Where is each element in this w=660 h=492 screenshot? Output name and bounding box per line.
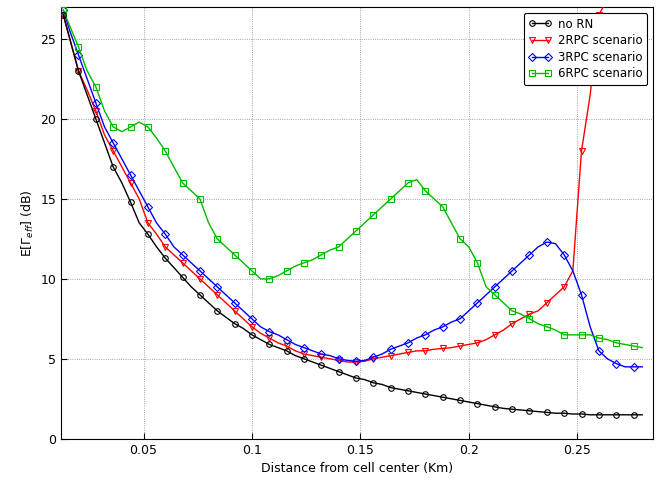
2RPC scenario: [586, 92, 594, 98]
Line: 2RPC scenario: 2RPC scenario: [60, 0, 645, 366]
6RPC scenario: [395, 188, 403, 194]
Legend: no RN, 2RPC scenario, 3RPC scenario, 6RPC scenario: no RN, 2RPC scenario, 3RPC scenario, 6RP…: [523, 13, 647, 85]
6RPC scenario: [621, 341, 629, 347]
Line: no RN: no RN: [61, 12, 645, 418]
3RPC scenario: [187, 260, 195, 266]
no RN: [578, 411, 585, 417]
6RPC scenario: [578, 332, 585, 338]
3RPC scenario: [59, 7, 67, 13]
3RPC scenario: [196, 268, 204, 274]
no RN: [187, 284, 195, 290]
2RPC scenario: [187, 268, 195, 274]
6RPC scenario: [387, 196, 395, 202]
6RPC scenario: [638, 345, 646, 351]
2RPC scenario: [59, 12, 67, 18]
Line: 6RPC scenario: 6RPC scenario: [61, 7, 645, 350]
6RPC scenario: [196, 196, 204, 202]
no RN: [395, 386, 403, 392]
no RN: [59, 12, 67, 18]
2RPC scenario: [300, 351, 308, 357]
2RPC scenario: [196, 276, 204, 282]
X-axis label: Distance from cell center (Km): Distance from cell center (Km): [261, 462, 453, 475]
6RPC scenario: [59, 7, 67, 13]
2RPC scenario: [395, 351, 403, 357]
3RPC scenario: [638, 364, 646, 370]
Y-axis label: E[$\Gamma_{eff}$] (dB): E[$\Gamma_{eff}$] (dB): [20, 189, 36, 257]
no RN: [586, 412, 594, 418]
2RPC scenario: [404, 349, 412, 355]
no RN: [196, 292, 204, 298]
2RPC scenario: [343, 359, 351, 365]
3RPC scenario: [387, 346, 395, 352]
no RN: [638, 412, 646, 418]
3RPC scenario: [578, 292, 585, 298]
no RN: [387, 385, 395, 391]
3RPC scenario: [621, 364, 629, 370]
6RPC scenario: [187, 188, 195, 194]
Line: 3RPC scenario: 3RPC scenario: [61, 7, 645, 369]
3RPC scenario: [300, 345, 308, 351]
no RN: [300, 356, 308, 362]
3RPC scenario: [395, 343, 403, 349]
